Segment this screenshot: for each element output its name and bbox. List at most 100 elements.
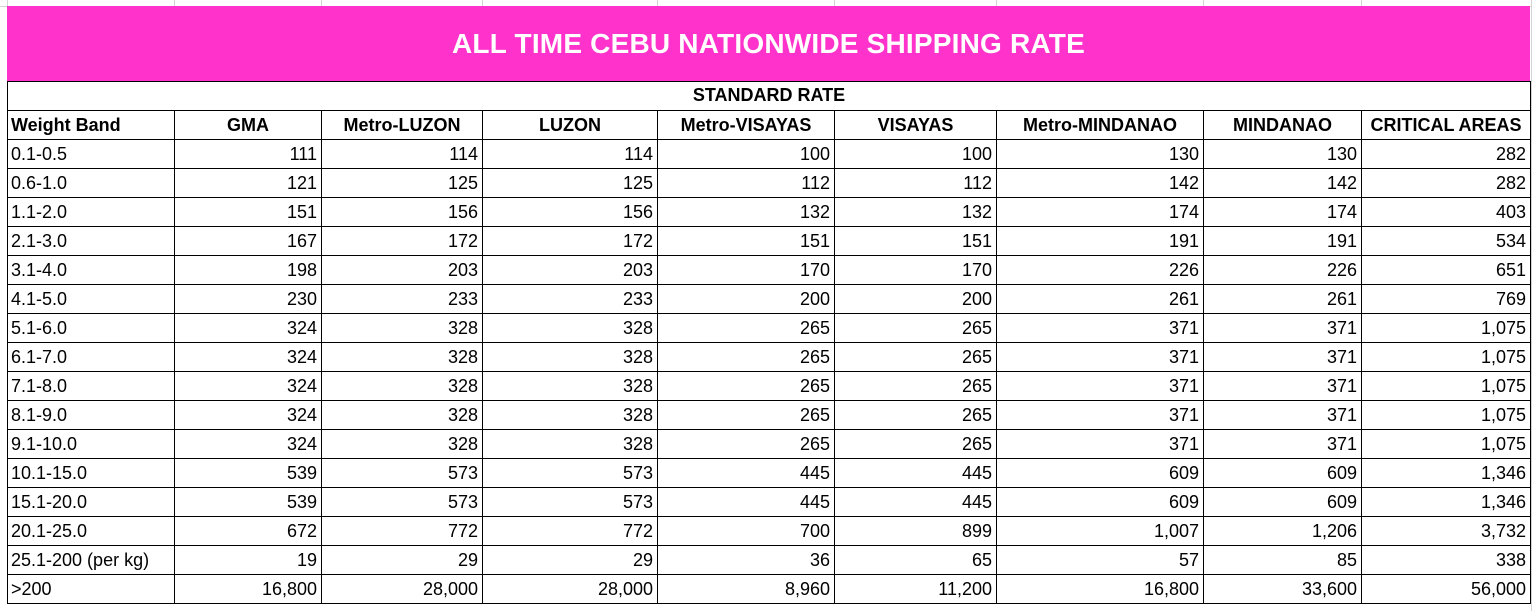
rate-cell[interactable]: 282 [1360,167,1532,198]
rate-cell[interactable]: 16,800 [996,573,1204,604]
rate-cell[interactable]: 261 [1203,283,1362,314]
rate-cell[interactable]: 445 [834,457,997,488]
rate-cell[interactable]: 573 [321,486,483,517]
rate-cell[interactable]: 371 [996,312,1204,343]
rate-cell[interactable]: 167 [174,225,322,256]
rate-cell[interactable]: 573 [321,457,483,488]
rate-cell[interactable]: 130 [996,138,1204,169]
rate-cell[interactable]: 534 [1360,225,1532,256]
column-header[interactable]: Metro-VISAYAS [657,109,835,140]
rate-cell[interactable]: 85 [1203,544,1362,575]
rate-cell[interactable]: 265 [834,312,997,343]
rate-cell[interactable]: 233 [321,283,483,314]
column-header[interactable]: VISAYAS [834,109,997,140]
rate-cell[interactable]: 125 [482,167,658,198]
rate-cell[interactable]: 328 [321,370,483,401]
rate-cell[interactable]: 328 [482,370,658,401]
rate-cell[interactable]: 328 [321,341,483,372]
rate-cell[interactable]: 265 [657,341,835,372]
weight-band-cell[interactable]: 5.1-6.0 [7,312,175,343]
rate-cell[interactable]: 573 [482,486,658,517]
rate-cell[interactable]: 100 [657,138,835,169]
rate-cell[interactable]: 328 [482,399,658,430]
rate-cell[interactable]: 324 [174,399,322,430]
rate-cell[interactable]: 151 [657,225,835,256]
weight-band-cell[interactable]: 10.1-15.0 [7,457,175,488]
rate-cell[interactable]: 16,800 [174,573,322,604]
rate-cell[interactable]: 265 [657,312,835,343]
rate-cell[interactable]: 1,075 [1360,312,1532,343]
rate-cell[interactable]: 1,075 [1360,399,1532,430]
rate-cell[interactable]: 324 [174,341,322,372]
rate-cell[interactable]: 324 [174,370,322,401]
rate-cell[interactable]: 772 [482,515,658,546]
weight-band-cell[interactable]: 0.6-1.0 [7,167,175,198]
rate-cell[interactable]: 114 [482,138,658,169]
weight-band-cell[interactable]: 6.1-7.0 [7,341,175,372]
rate-cell[interactable]: 1,346 [1360,486,1532,517]
rate-cell[interactable]: 100 [834,138,997,169]
rate-cell[interactable]: 191 [1203,225,1362,256]
rate-cell[interactable]: 111 [174,138,322,169]
rate-cell[interactable]: 19 [174,544,322,575]
weight-band-cell[interactable]: 0.1-0.5 [7,138,175,169]
column-header[interactable]: Metro-LUZON [321,109,483,140]
rate-cell[interactable]: 282 [1360,138,1532,169]
rate-cell[interactable]: 174 [1203,196,1362,227]
rate-cell[interactable]: 198 [174,254,322,285]
rate-cell[interactable]: 338 [1360,544,1532,575]
rate-cell[interactable]: 772 [321,515,483,546]
rate-cell[interactable]: 1,075 [1360,370,1532,401]
rate-cell[interactable]: 328 [321,312,483,343]
rate-cell[interactable]: 57 [996,544,1204,575]
rate-cell[interactable]: 36 [657,544,835,575]
rate-cell[interactable]: 114 [321,138,483,169]
rate-cell[interactable]: 609 [1203,457,1362,488]
rate-cell[interactable]: 1,007 [996,515,1204,546]
weight-band-cell[interactable]: 8.1-9.0 [7,399,175,430]
rate-cell[interactable]: 142 [996,167,1204,198]
rate-cell[interactable]: 328 [482,428,658,459]
rate-cell[interactable]: 230 [174,283,322,314]
rate-cell[interactable]: 328 [482,341,658,372]
rate-cell[interactable]: 371 [996,399,1204,430]
rate-cell[interactable]: 56,000 [1360,573,1532,604]
rate-cell[interactable]: 265 [657,370,835,401]
standard-rate-subtitle[interactable]: STANDARD RATE [6,81,1532,111]
rate-cell[interactable]: 371 [1203,399,1362,430]
rate-cell[interactable]: 172 [321,225,483,256]
rate-cell[interactable]: 174 [996,196,1204,227]
rate-cell[interactable]: 609 [1203,486,1362,517]
weight-band-cell[interactable]: >200 [7,573,175,604]
column-header[interactable]: MINDANAO [1203,109,1362,140]
rate-cell[interactable]: 371 [996,341,1204,372]
rate-cell[interactable]: 29 [321,544,483,575]
weight-band-cell[interactable]: 3.1-4.0 [7,254,175,285]
rate-cell[interactable]: 156 [482,196,658,227]
rate-cell[interactable]: 151 [174,196,322,227]
column-header[interactable]: CRITICAL AREAS [1360,109,1532,140]
rate-cell[interactable]: 265 [657,399,835,430]
rate-cell[interactable]: 172 [482,225,658,256]
rate-cell[interactable]: 226 [1203,254,1362,285]
rate-cell[interactable]: 203 [482,254,658,285]
rate-cell[interactable]: 3,732 [1360,515,1532,546]
rate-cell[interactable]: 672 [174,515,322,546]
rate-cell[interactable]: 328 [482,312,658,343]
weight-band-cell[interactable]: 20.1-25.0 [7,515,175,546]
rate-cell[interactable]: 261 [996,283,1204,314]
rate-cell[interactable]: 130 [1203,138,1362,169]
rate-cell[interactable]: 226 [996,254,1204,285]
rate-cell[interactable]: 371 [1203,312,1362,343]
weight-band-cell[interactable]: 4.1-5.0 [7,283,175,314]
rate-cell[interactable]: 265 [834,370,997,401]
rate-cell[interactable]: 170 [657,254,835,285]
column-header[interactable]: Metro-MINDANAO [996,109,1204,140]
rate-cell[interactable]: 573 [482,457,658,488]
weight-band-cell[interactable]: 1.1-2.0 [7,196,175,227]
rate-cell[interactable]: 899 [834,515,997,546]
weight-band-cell[interactable]: 7.1-8.0 [7,370,175,401]
rate-cell[interactable]: 324 [174,312,322,343]
rate-cell[interactable]: 445 [657,486,835,517]
rate-cell[interactable]: 8,960 [657,573,835,604]
